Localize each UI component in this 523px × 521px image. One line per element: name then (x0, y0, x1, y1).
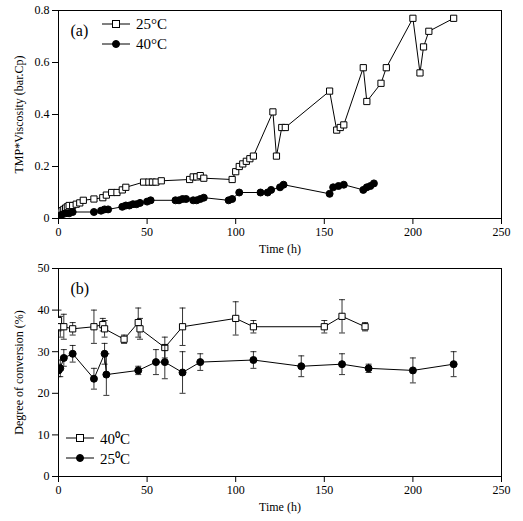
svg-text:200: 200 (404, 225, 422, 239)
svg-text:250: 250 (493, 483, 511, 497)
svg-text:250: 250 (493, 225, 511, 239)
svg-text:Time (h): Time (h) (259, 500, 301, 514)
svg-text:0: 0 (44, 211, 50, 225)
svg-text:40: 40 (38, 303, 50, 317)
svg-text:100: 100 (227, 483, 245, 497)
svg-text:150: 150 (315, 225, 333, 239)
svg-text:200: 200 (404, 483, 422, 497)
html-text:25°C: 25°C (136, 15, 167, 32)
svg-text:0.6: 0.6 (35, 55, 50, 69)
svg-text:0: 0 (44, 469, 50, 483)
svg-text:20: 20 (38, 386, 50, 400)
svg-text:(a): (a) (71, 22, 89, 40)
html-text:40°C: 40°C (136, 35, 167, 52)
svg-text:Time (h): Time (h) (259, 242, 301, 256)
svg-text:(b): (b) (71, 280, 90, 298)
svg-text:Degree of conversion (%): Degree of conversion (%) (12, 310, 26, 434)
svg-text:150: 150 (315, 483, 333, 497)
svg-text:30: 30 (38, 345, 50, 359)
html-text:40⁰C: 40⁰C (100, 431, 130, 447)
svg-text:0: 0 (56, 483, 62, 497)
svg-text:50: 50 (141, 225, 153, 239)
svg-text:0: 0 (56, 225, 62, 239)
svg-text:50: 50 (38, 261, 50, 275)
html-text:25⁰C: 25⁰C (100, 451, 130, 467)
svg-text:TMP*Viscosity (bar.Cp): TMP*Viscosity (bar.Cp) (12, 56, 26, 174)
svg-text:0.8: 0.8 (35, 3, 50, 17)
svg-text:10: 10 (38, 428, 50, 442)
svg-text:0.2: 0.2 (35, 159, 50, 173)
svg-text:100: 100 (227, 225, 245, 239)
svg-text:50: 50 (141, 483, 153, 497)
svg-text:0.4: 0.4 (35, 107, 50, 121)
